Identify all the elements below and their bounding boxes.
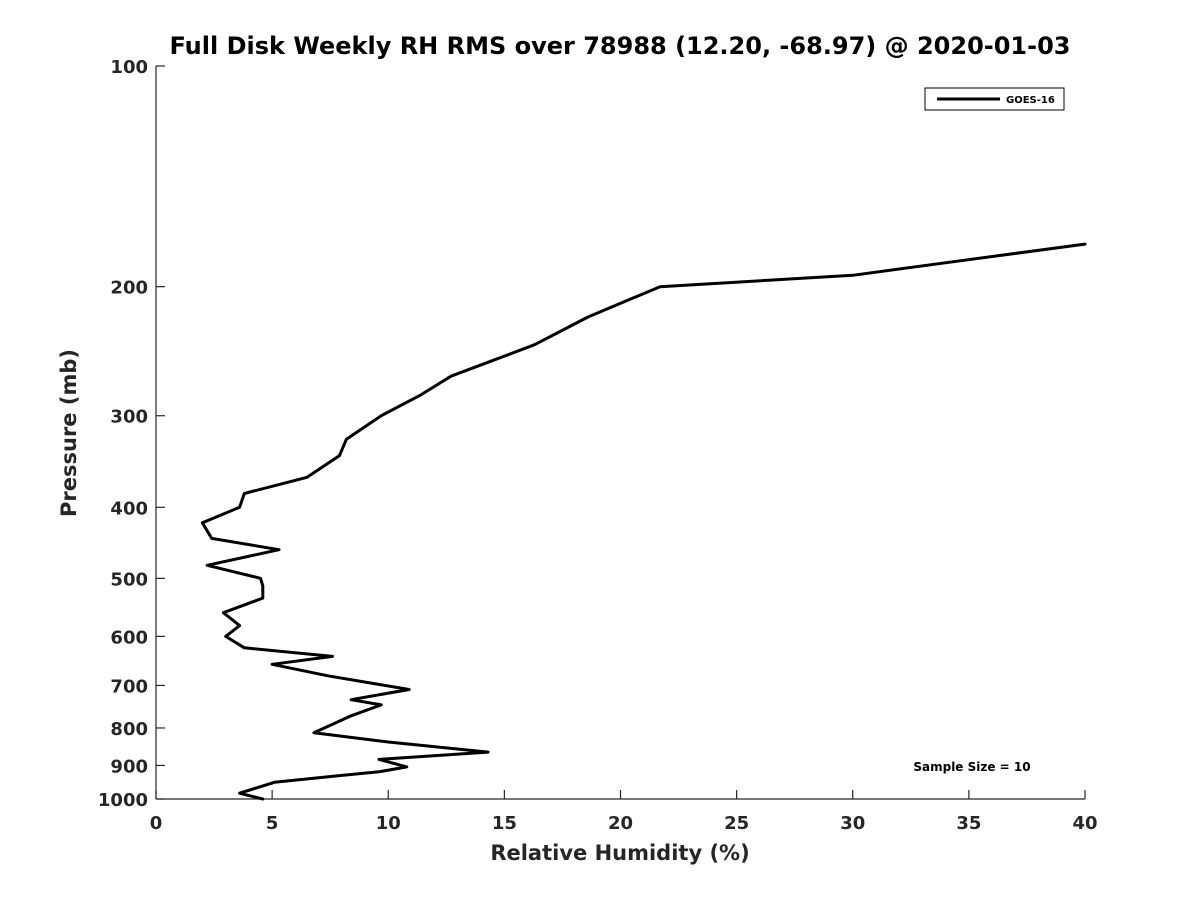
plot-area: 0 5 10 15 20 25 30 35 40 100 200 300 400 500 600 700 80… — [98, 57, 1098, 834]
y-tick-label: 200 — [110, 278, 148, 299]
x-tick-label: 15 — [492, 813, 517, 834]
x-tick-label: 35 — [956, 813, 981, 834]
x-axis-label: Relative Humidity (%) — [490, 841, 749, 865]
y-ticks: 100 200 300 400 500 600 700 800 900 1000 — [98, 57, 165, 811]
legend: GOES-16 — [924, 87, 1065, 111]
x-tick-label: 25 — [724, 813, 749, 834]
y-tick-label: 500 — [110, 569, 148, 590]
x-tick-label: 40 — [1072, 813, 1097, 834]
y-tick-label: 400 — [110, 498, 148, 519]
series-layer — [200, 242, 1087, 801]
x-tick-label: 5 — [266, 813, 279, 834]
y-tick-label: 1000 — [98, 790, 148, 811]
y-tick-label: 700 — [110, 676, 148, 697]
y-tick-label: 300 — [110, 407, 148, 428]
x-tick-label: 10 — [376, 813, 401, 834]
y-tick-label: 900 — [110, 756, 148, 777]
x-tick-label: 0 — [150, 813, 163, 834]
sample-size-annotation: Sample Size = 10 — [913, 760, 1030, 774]
y-axis-label: Pressure (mb) — [57, 349, 81, 517]
x-ticks: 0 5 10 15 20 25 30 35 40 — [150, 790, 1098, 834]
y-tick-label: 600 — [110, 627, 148, 648]
legend-label-goes-16: GOES-16 — [1006, 95, 1055, 106]
series-line-goes-16 — [200, 242, 1087, 801]
x-tick-label: 30 — [840, 813, 865, 834]
x-tick-label: 20 — [608, 813, 633, 834]
y-tick-label: 100 — [110, 57, 148, 78]
chart-title: Full Disk Weekly RH RMS over 78988 (12.2… — [169, 32, 1070, 60]
y-tick-label: 800 — [110, 719, 148, 740]
